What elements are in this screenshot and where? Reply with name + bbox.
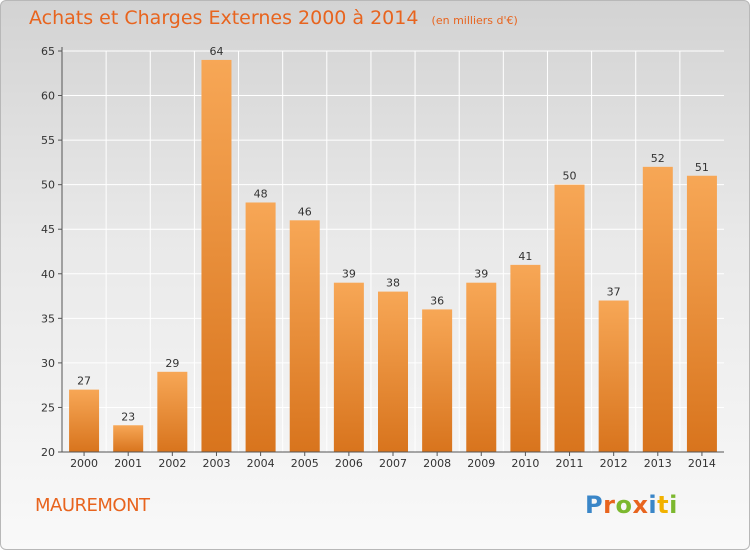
y-tick-label: 45 <box>41 223 55 236</box>
logo-letter: P <box>585 491 604 519</box>
bar-value-label-2010: 41 <box>518 250 532 263</box>
bar-value-label-2000: 27 <box>77 375 91 388</box>
x-tick-label-2003: 2003 <box>202 457 230 470</box>
bar-2008 <box>422 309 453 452</box>
bar-value-label-2014: 51 <box>695 161 709 174</box>
logo-letter: i <box>648 491 658 519</box>
commune-name: MAUREMONT <box>35 495 150 516</box>
bar-2011 <box>554 184 585 452</box>
y-tick-label: 50 <box>41 179 55 192</box>
bar-value-label-2008: 36 <box>430 294 444 307</box>
bar-value-label-2003: 64 <box>209 45 223 58</box>
bar-value-label-2005: 46 <box>298 205 312 218</box>
x-tick-label-2007: 2007 <box>379 457 407 470</box>
y-tick-label: 35 <box>41 312 55 325</box>
bar-2007 <box>378 291 408 452</box>
axes: 20 25 30 35 40 45 50 55 60 65 2000 2001 2002 2003 2004… <box>41 45 724 470</box>
bar-value-label-2007: 38 <box>386 277 400 290</box>
x-tick-label-2013: 2013 <box>644 457 672 470</box>
x-tick-label-2004: 2004 <box>247 457 275 470</box>
bar-value-label-2011: 50 <box>563 170 577 183</box>
bar-value-label-2002: 29 <box>165 357 179 370</box>
bar-2006 <box>333 282 364 452</box>
y-tick-label: 20 <box>41 446 55 459</box>
logo-letter: o <box>615 491 633 519</box>
x-tick-label-2011: 2011 <box>556 457 584 470</box>
logo-letter: x <box>632 491 649 519</box>
x-tick-label-2002: 2002 <box>158 457 186 470</box>
bars: 27 23 29 64 48 46 39 38 36 39 41 50 37 52 51 <box>69 45 717 453</box>
bar-2010 <box>510 264 541 452</box>
y-tick-label: 40 <box>41 268 55 281</box>
x-tick-label-2006: 2006 <box>335 457 363 470</box>
bar-2005 <box>289 220 320 452</box>
y-tick-label: 55 <box>41 134 55 147</box>
x-tick-label-2014: 2014 <box>688 457 716 470</box>
bar-2014 <box>686 175 717 452</box>
logo-letter: i <box>669 491 678 519</box>
chart-unit: (en milliers d'€) <box>431 14 518 27</box>
bar-value-label-2001: 23 <box>121 410 135 423</box>
x-tick-label-2010: 2010 <box>511 457 539 470</box>
y-tick-label: 25 <box>41 401 55 414</box>
bar-2004 <box>245 202 276 452</box>
bar-value-label-2013: 52 <box>651 152 665 165</box>
x-tick-label-2001: 2001 <box>114 457 142 470</box>
x-tick-label-2009: 2009 <box>467 457 495 470</box>
bar-value-label-2009: 39 <box>474 268 488 281</box>
logo-letter: r <box>603 491 616 519</box>
logo-letter: t <box>657 491 670 519</box>
x-tick-label-2012: 2012 <box>600 457 628 470</box>
proxiti-logo[interactable]: Proxiti <box>585 491 678 519</box>
bar-2001 <box>113 425 144 452</box>
chart-title: Achats et Charges Externes 2000 à 2014 <box>29 7 419 29</box>
x-tick-label-2005: 2005 <box>291 457 319 470</box>
x-tick-label-2008: 2008 <box>423 457 451 470</box>
y-tick-label: 60 <box>41 90 55 103</box>
y-tick-label: 30 <box>41 357 55 370</box>
bar-value-label-2006: 39 <box>342 268 356 281</box>
x-tick-label-2000: 2000 <box>70 457 98 470</box>
bar-2012 <box>598 300 629 452</box>
bar-2003 <box>201 59 232 453</box>
bar-2000 <box>69 389 100 452</box>
bar-2013 <box>642 166 673 452</box>
y-tick-label: 65 <box>41 45 55 58</box>
bar-2002 <box>157 371 188 452</box>
bar-value-label-2004: 48 <box>254 187 268 200</box>
title-line: Achats et Charges Externes 2000 à 2014 (… <box>29 7 518 29</box>
bar-2009 <box>466 282 497 452</box>
bar-value-label-2012: 37 <box>607 286 621 299</box>
